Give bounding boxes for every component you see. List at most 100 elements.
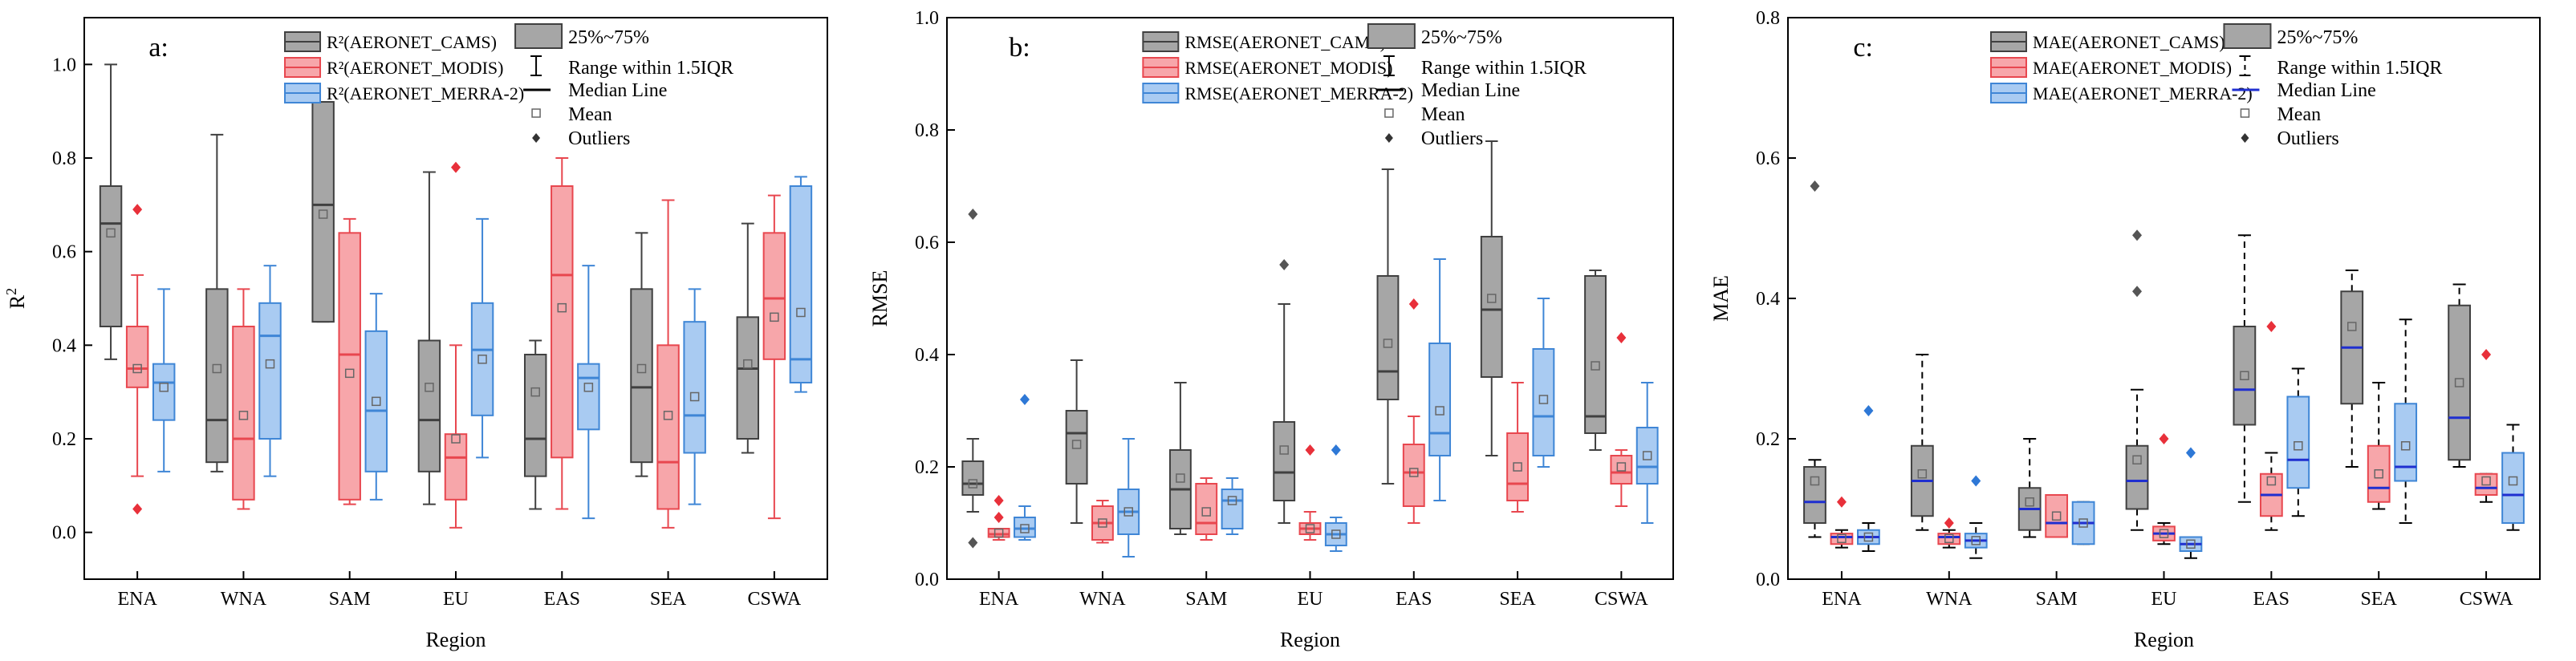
- outlier-point: [1971, 475, 1981, 487]
- x-tick-label: EAS: [544, 589, 580, 610]
- mean-marker: [2347, 322, 2357, 331]
- box-iqr: [630, 288, 653, 464]
- legend-label: MAE(AERONET_CAMS): [2033, 32, 2225, 52]
- x-tick-label: CSWA: [1595, 589, 1648, 610]
- box-cams-wna: [1910, 354, 1934, 531]
- y-tick-label: 1.0: [52, 55, 76, 75]
- box-iqr: [2448, 304, 2471, 461]
- box-cams-ena: [99, 63, 123, 360]
- outlier-point: [968, 209, 978, 220]
- mean-marker: [1538, 395, 1549, 404]
- box-cams-sea: [1480, 140, 1503, 456]
- y-tick-label: 0.4: [915, 345, 939, 366]
- y-axis-label: RMSE: [868, 270, 892, 327]
- mean-marker: [2481, 476, 2491, 486]
- box-iqr: [205, 288, 229, 464]
- outlier-point: [1810, 180, 1820, 192]
- mean-marker: [132, 363, 142, 374]
- box-cams-eu: [417, 171, 441, 505]
- key-whisker-label: Range within 1.5IQR: [2277, 58, 2442, 79]
- box-cams-cswa: [736, 222, 760, 454]
- panel-3: 0.0 0.2 0.4 0.6 0.8 MAE ENA WNA SAM EU EAS SEA CSWA R…: [1709, 8, 2541, 651]
- outlier-point: [993, 512, 1004, 523]
- outlier-point: [132, 204, 143, 216]
- box-iqr: [470, 302, 494, 416]
- mean-marker: [159, 383, 169, 392]
- x-tick-label: SAM: [1185, 589, 1227, 610]
- box-iqr: [1635, 427, 1659, 485]
- x-tick-label: CSWA: [2460, 589, 2513, 610]
- box-merra-2-eas: [1428, 258, 1452, 501]
- box-iqr: [444, 433, 468, 501]
- box-iqr: [417, 339, 441, 472]
- box-iqr: [2367, 444, 2391, 503]
- box-iqr: [1584, 275, 1607, 434]
- key-box-label: 25%~75%: [568, 27, 649, 48]
- y-tick-label: 0.2: [1756, 429, 1780, 450]
- mean-marker: [1409, 468, 1419, 477]
- box-cams-ena: [961, 209, 985, 549]
- plot-area: [1803, 180, 2525, 559]
- panel-label: b:: [1009, 33, 1030, 63]
- mean-marker: [106, 228, 116, 238]
- y-tick-label: 0.8: [52, 148, 76, 169]
- legend-label: R²(AERONET_CAMS): [327, 32, 497, 52]
- box-iqr: [1428, 343, 1452, 456]
- box-cams-eas: [2233, 234, 2257, 503]
- mean-marker: [1331, 529, 1341, 539]
- mean-marker: [2159, 529, 2169, 538]
- box-iqr: [523, 354, 547, 477]
- box-modis-sea: [656, 199, 680, 529]
- box-modis-cswa: [1610, 332, 1633, 507]
- x-tick-label: WNA: [221, 589, 267, 610]
- panel-label: c:: [1853, 33, 1873, 63]
- y-axis-label-sup: 2: [3, 288, 19, 295]
- mean-marker: [1305, 524, 1315, 533]
- mean-marker: [1176, 473, 1185, 483]
- x-axis-label: Region: [425, 628, 486, 651]
- mean-marker: [2051, 511, 2062, 521]
- series-legend: MAE(AERONET_CAMS) MAE(AERONET_MODIS) MAE(A…: [1989, 31, 2253, 103]
- box-iqr: [2501, 452, 2525, 524]
- key-mean-marker: [531, 108, 541, 118]
- box-merra-2-sam: [1221, 477, 1244, 535]
- box-iqr: [1506, 432, 1529, 501]
- x-tick-label: SEA: [1499, 589, 1536, 610]
- box-iqr: [656, 344, 680, 510]
- box-merra-2-ena: [152, 288, 176, 472]
- panel-2: 0.0 0.2 0.4 0.6 0.8 1.0 RMSE ENA WNA SAM EU EAS SEA C…: [868, 8, 1674, 651]
- box-merra-2-sam: [364, 293, 388, 501]
- mean-marker: [1863, 532, 1874, 542]
- box-merra-2-cswa: [1635, 382, 1659, 524]
- box-modis-eu: [444, 161, 468, 529]
- x-tick-label: WNA: [1079, 589, 1126, 610]
- box-cams-eas: [1376, 168, 1400, 485]
- key-outlier-label: Outliers: [1421, 128, 1483, 149]
- box-modis-wna: [1091, 500, 1114, 544]
- box-merra-2-eas: [577, 265, 600, 520]
- mean-marker: [1098, 518, 1107, 528]
- x-tick-label: SEA: [650, 589, 687, 610]
- mean-marker: [1435, 406, 1444, 416]
- box-merra-2-cswa: [789, 176, 813, 393]
- x-tick-label: SAM: [2036, 589, 2078, 610]
- box-iqr: [1273, 421, 1296, 501]
- box-cams-sea: [630, 232, 653, 477]
- y-axis-label-main: RMSE: [868, 270, 892, 327]
- mean-marker: [2025, 497, 2034, 507]
- box-iqr: [2286, 395, 2310, 489]
- mean-marker: [1917, 469, 1928, 479]
- series-legend: R²(AERONET_CAMS) R²(AERONET_MODIS) R²(AERO…: [284, 31, 524, 103]
- outlier-point: [2159, 433, 2169, 444]
- box-iqr: [99, 185, 123, 327]
- mean-marker: [2186, 539, 2196, 549]
- box-merra-2-eu: [470, 217, 494, 459]
- mean-marker: [477, 355, 487, 364]
- box-modis-eas: [1402, 298, 1425, 524]
- box-cams-eas: [523, 339, 547, 510]
- y-tick-label: 0.8: [1756, 8, 1780, 29]
- box-modis-sea: [1506, 382, 1529, 513]
- mean-marker: [2240, 371, 2249, 380]
- box-cams-wna: [1065, 359, 1088, 524]
- key-mean-label: Mean: [568, 104, 612, 125]
